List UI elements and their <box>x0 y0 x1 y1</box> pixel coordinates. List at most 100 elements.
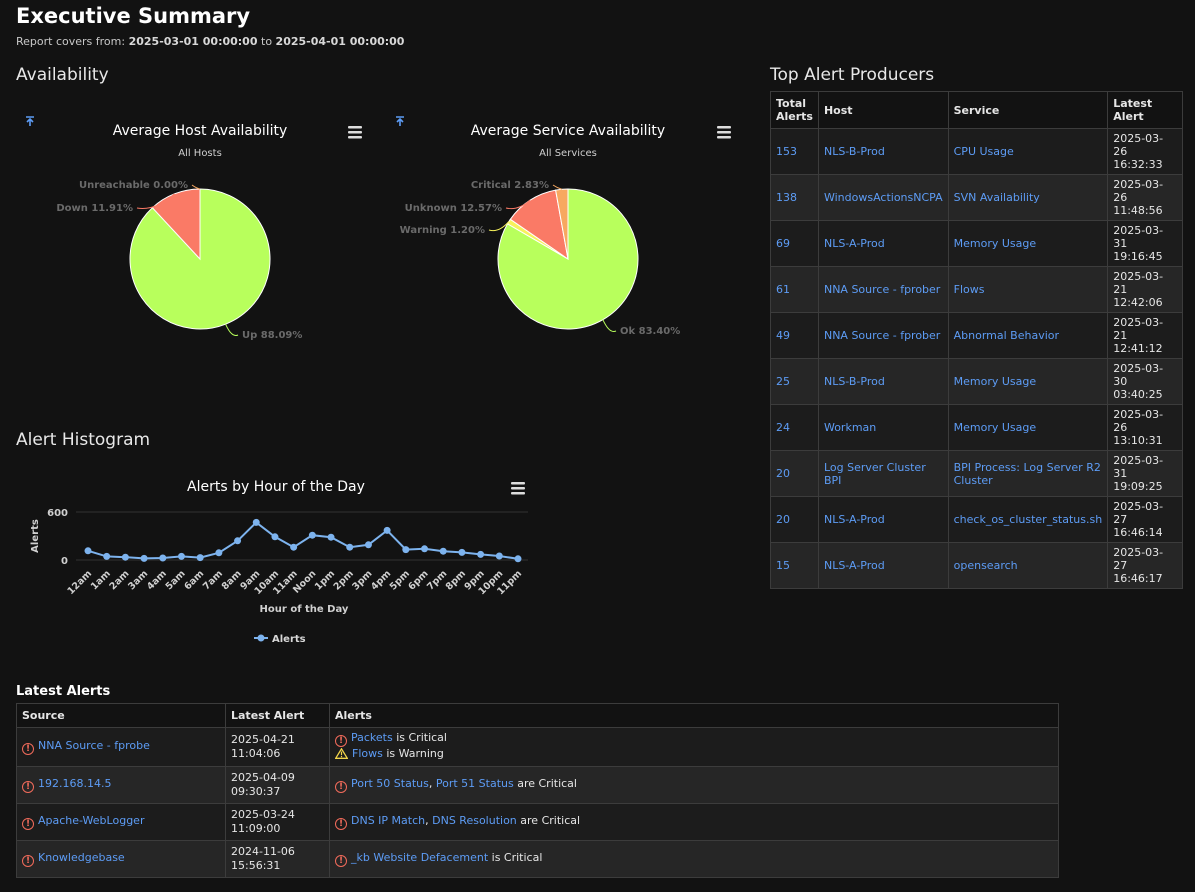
data-point[interactable] <box>421 545 429 553</box>
service-link[interactable]: Flows <box>352 747 383 760</box>
latest-alerts-heading: Latest Alerts <box>16 684 111 699</box>
service-link[interactable]: _kb Website Defacement <box>351 851 489 864</box>
data-point[interactable] <box>477 550 485 558</box>
data-point[interactable] <box>252 518 260 526</box>
data-point[interactable] <box>514 555 522 563</box>
service-link[interactable]: opensearch <box>953 559 1018 572</box>
service-link[interactable]: Memory Usage <box>953 375 1037 388</box>
host-link[interactable]: NNA Source - fprober <box>823 283 941 296</box>
col-alerts[interactable]: Alerts <box>329 703 1059 728</box>
host-link[interactable]: NLS-A-Prod <box>823 237 885 250</box>
table-cell: Memory Usage <box>947 220 1109 267</box>
table-cell: NNA Source - fprober <box>817 312 949 359</box>
col-total-alerts[interactable]: Total Alerts <box>770 91 819 129</box>
service-link[interactable]: CPU Usage <box>953 145 1014 158</box>
source-link[interactable]: NNA Source - fprobe <box>38 739 150 752</box>
data-point[interactable] <box>271 533 279 541</box>
data-point[interactable] <box>327 533 335 541</box>
total-alerts-link[interactable]: 20 <box>776 467 790 480</box>
data-point[interactable] <box>177 552 185 560</box>
service-link[interactable]: Port 51 Status <box>435 777 514 790</box>
col-service[interactable]: Service <box>947 91 1109 129</box>
host-link[interactable]: Log Server Cluster BPI <box>823 460 926 487</box>
data-point[interactable] <box>346 543 354 551</box>
top-alert-producers-table: Total Alerts Host Service Latest Alert 1… <box>770 91 1183 589</box>
data-point[interactable] <box>103 552 111 560</box>
total-alerts-link[interactable]: 138 <box>776 191 797 204</box>
data-point[interactable] <box>495 552 503 560</box>
pin-icon[interactable] <box>26 116 34 126</box>
service-link[interactable]: Abnormal Behavior <box>953 329 1060 342</box>
slice-connector <box>505 199 531 210</box>
data-point[interactable] <box>402 546 410 554</box>
latest-alert-cell: 2025-03-26 11:48:56 <box>1113 178 1164 217</box>
total-alerts-link[interactable]: 153 <box>776 145 797 158</box>
pin-icon[interactable] <box>396 116 404 126</box>
chart-legend[interactable]: Alerts <box>254 634 306 645</box>
table-cell: Memory Usage <box>947 358 1109 405</box>
host-link[interactable]: NNA Source - fprober <box>823 329 941 342</box>
source-cell: ! Apache-WebLogger <box>16 803 226 841</box>
service-link[interactable]: Memory Usage <box>953 237 1037 250</box>
data-point[interactable] <box>308 531 316 539</box>
slice-label-up: Up 88.09% <box>242 330 302 341</box>
service-link[interactable]: Packets <box>351 731 393 744</box>
total-alerts-link[interactable]: 15 <box>776 559 790 572</box>
table-cell: 20 <box>770 496 819 543</box>
data-point[interactable] <box>439 547 447 555</box>
data-point[interactable] <box>458 548 466 556</box>
service-link[interactable]: Memory Usage <box>953 421 1037 434</box>
table-cell: 2025-03-21 12:42:06 <box>1107 266 1183 313</box>
service-link[interactable]: check_os_cluster_status.sh <box>953 513 1103 526</box>
data-point[interactable] <box>159 554 167 562</box>
source-link[interactable]: 192.168.14.5 <box>38 777 112 790</box>
source-cell: ! Knowledgebase <box>16 840 226 878</box>
service-link[interactable]: Port 50 Status <box>351 777 429 790</box>
source-link[interactable]: Apache-WebLogger <box>38 814 145 827</box>
total-alerts-link[interactable]: 20 <box>776 513 790 526</box>
hamburger-menu-icon[interactable] <box>348 126 362 139</box>
col-latest-alert[interactable]: Latest Alert <box>1107 91 1183 129</box>
data-point[interactable] <box>121 553 129 561</box>
report-range: Report covers from: 2025-03-01 00:00:00 … <box>16 35 404 48</box>
hamburger-menu-icon[interactable] <box>511 482 525 495</box>
host-link[interactable]: NLS-B-Prod <box>823 375 885 388</box>
service-link[interactable]: Flows <box>953 283 985 296</box>
host-link[interactable]: NLS-B-Prod <box>823 145 885 158</box>
data-point[interactable] <box>196 554 204 562</box>
host-link[interactable]: Workman <box>823 421 877 434</box>
col-source[interactable]: Source <box>16 703 226 728</box>
total-alerts-link[interactable]: 69 <box>776 237 790 250</box>
source-cell: ! NNA Source - fprobe <box>16 727 226 767</box>
data-point[interactable] <box>364 541 372 549</box>
hamburger-menu-icon[interactable] <box>717 126 731 139</box>
critical-circle-icon: ! <box>22 781 34 793</box>
source-cell: ! 192.168.14.5 <box>16 766 226 804</box>
service-link[interactable]: BPI Process: Log Server R2 Cluster <box>953 460 1101 487</box>
slice-label-down: Down 11.91% <box>56 203 133 214</box>
data-point[interactable] <box>140 554 148 562</box>
total-alerts-link[interactable]: 24 <box>776 421 790 434</box>
slice-label-critical: Critical 2.83% <box>471 180 549 191</box>
data-point[interactable] <box>84 547 92 555</box>
total-alerts-link[interactable]: 25 <box>776 375 790 388</box>
service-link[interactable]: DNS Resolution <box>432 814 517 827</box>
data-point[interactable] <box>383 526 391 534</box>
col-host[interactable]: Host <box>817 91 949 129</box>
table-row: 49 NNA Source - fprober Abnormal Behavior 2… <box>770 312 1183 359</box>
source-link[interactable]: Knowledgebase <box>38 851 125 864</box>
data-point[interactable] <box>290 543 298 551</box>
total-alerts-link[interactable]: 61 <box>776 283 790 296</box>
critical-circle-icon: ! <box>335 818 347 830</box>
total-alerts-link[interactable]: 49 <box>776 329 790 342</box>
x-tick-label: 7am <box>201 568 225 592</box>
service-link[interactable]: DNS IP Match <box>351 814 426 827</box>
service-link[interactable]: SVN Availability <box>953 191 1040 204</box>
data-point[interactable] <box>234 537 242 545</box>
col-latest-alert[interactable]: Latest Alert <box>225 703 330 728</box>
host-link[interactable]: WindowsActionsNCPA <box>823 191 943 204</box>
host-link[interactable]: NLS-A-Prod <box>823 513 885 526</box>
host-link[interactable]: NLS-A-Prod <box>823 559 885 572</box>
slice-connector <box>225 323 239 336</box>
data-point[interactable] <box>215 549 223 557</box>
